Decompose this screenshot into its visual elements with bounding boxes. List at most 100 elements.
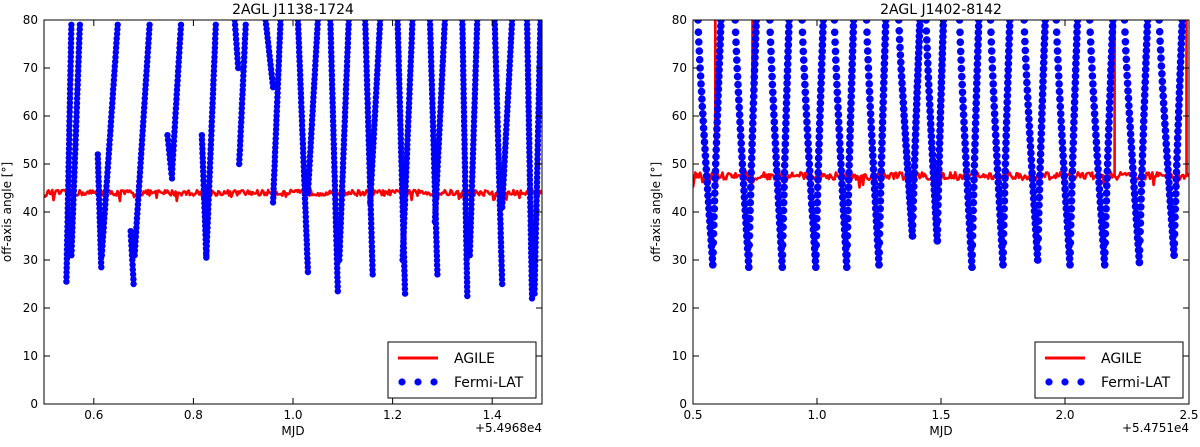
fermi-point [463,260,470,267]
fermi-point [834,118,843,126]
fermi-point [345,30,352,37]
fermi-point [866,102,874,111]
fermi-point [270,194,277,201]
fermi-point [70,192,77,199]
fermi-point [1055,87,1064,96]
fermi-point [801,88,810,97]
fermi-point [1037,123,1046,131]
fermi-point [1032,238,1041,246]
fermi-point [498,253,505,260]
fermi-point [1066,261,1074,269]
fermi-point [929,174,938,183]
fermi-point [174,77,181,84]
fermi-point [407,67,414,75]
fermi-point [369,257,376,264]
fermi-point [783,60,792,68]
fermi-point [926,107,934,115]
fermi-point [1060,172,1069,180]
fermi-point [782,92,791,101]
fermi-point [271,149,279,156]
fermi-point [939,32,947,41]
fermi-point [837,166,846,175]
fermi-point [467,233,474,240]
fermi-point [533,216,540,223]
fermi-point [914,65,922,74]
fermi-point [922,27,931,35]
fermi-point [912,124,920,133]
fermi-point [1023,86,1032,94]
fermi-point [872,217,881,225]
fermi-point [461,154,468,162]
fermi-point [782,105,791,114]
fermi-point [98,264,105,271]
fermi-point [707,236,715,244]
y-tick-label: 80 [23,13,38,27]
fermi-point [460,90,467,97]
fermi-point [404,127,412,134]
fermi-point [375,39,383,46]
fermi-point [924,59,932,68]
fermi-point [895,35,904,44]
fermi-point [75,67,82,75]
fermi-point [66,122,73,129]
fermi-point [112,44,120,51]
fermi-point [1108,28,1117,37]
fermi-point [874,248,883,257]
fermi-point [1068,167,1077,175]
fermi-point [494,137,502,144]
fermi-point [474,20,481,24]
fermi-point [462,219,470,226]
fermi-point [1093,152,1101,160]
fermi-point [441,20,449,24]
fermi-point [297,85,304,92]
fermi-point [526,158,533,165]
fermi-point [492,63,500,70]
fermi-point [1161,126,1170,135]
fermi-point [716,28,725,37]
fermi-point [864,55,872,64]
fermi-point [1029,188,1038,196]
fermi-point [535,91,542,98]
fermi-point [332,219,340,226]
fermi-point [1005,28,1014,37]
fermi-point [772,160,781,168]
fermi-point [531,276,538,283]
fermi-point [143,67,150,75]
fermi-point [832,72,841,81]
fermi-point [975,20,983,24]
fermi-point [714,91,722,100]
fermi-point [168,170,176,177]
fermi-point [938,49,947,58]
fermi-point [1137,195,1145,203]
fermi-point [534,169,541,177]
fermi-point [236,142,244,149]
fermi-point [136,178,143,185]
fermi-point [164,136,172,144]
fermi-point [394,30,402,37]
fermi-point [168,175,176,182]
fermi-point [73,99,81,107]
fermi-point [744,251,752,259]
fermi-point [1067,189,1076,197]
fermi-point [139,123,147,130]
fermi-point [1062,204,1071,213]
fermi-point [401,201,409,208]
fermi-point [901,123,909,132]
fermi-point [169,161,176,168]
agile-line [44,188,542,203]
fermi-point [1169,245,1178,254]
fermi-point [142,76,150,84]
fermi-point [1023,78,1031,87]
fermi-point [297,76,304,83]
fermi-point [1022,71,1031,79]
fermi-point [870,185,879,193]
fermi-point [845,168,853,177]
fermi-point [702,158,710,167]
fermi-point [459,58,467,65]
fermi-point [469,150,477,157]
fermi-point [94,155,102,163]
fermi-point [1174,127,1182,136]
fermi-point [342,99,349,107]
fermi-point [296,48,303,56]
fermi-point [1177,45,1185,54]
